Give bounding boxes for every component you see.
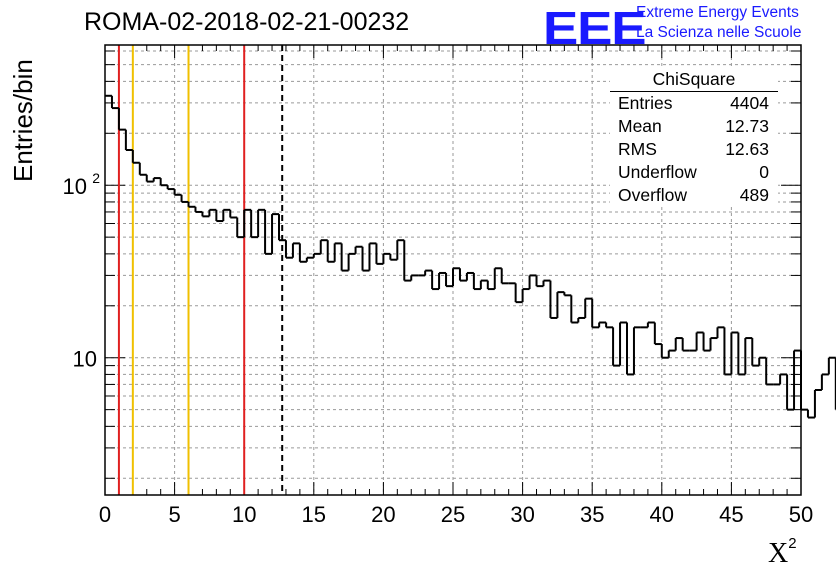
x-tick-label: 0: [99, 502, 111, 527]
plot-frame: [104, 44, 802, 496]
x-tick-label: 45: [719, 502, 743, 527]
histogram-title: ROMA-02-2018-02-21-00232: [84, 8, 410, 36]
x-axis-label: X2: [768, 535, 797, 569]
y-axis-label: Entries/bin: [8, 59, 38, 182]
x-tick-label: 15: [302, 502, 326, 527]
x-tick-label: 50: [789, 502, 813, 527]
stats-header: ChiSquare: [610, 67, 778, 92]
y-tick-label: 10: [73, 347, 97, 372]
y-tick-label-exponent: 2: [92, 170, 100, 186]
logo-line-2: La Scienza nelle Scuole: [636, 24, 802, 41]
statistics-box: ChiSquare Entries 4404 Mean 12.73 RMS 12.63…: [610, 67, 778, 207]
logo-line-1: Extreme Energy Events: [636, 4, 799, 21]
stats-row-overflow: Overflow 489: [618, 185, 769, 205]
x-tick-label: 10: [232, 502, 256, 527]
x-tick-label: 35: [580, 502, 604, 527]
stats-row-rms: RMS 12.63: [618, 139, 769, 159]
x-tick-label: 30: [510, 502, 534, 527]
x-tick-label: 40: [650, 502, 674, 527]
stats-row-underflow: Underflow 0: [618, 162, 769, 182]
x-tick-label: 25: [441, 502, 465, 527]
x-tick-label: 20: [371, 502, 395, 527]
stats-row-mean: Mean 12.73: [618, 116, 769, 136]
x-tick-label: 5: [168, 502, 180, 527]
stats-row-entries: Entries 4404: [618, 93, 769, 113]
y-tick-label: 10: [63, 174, 87, 199]
